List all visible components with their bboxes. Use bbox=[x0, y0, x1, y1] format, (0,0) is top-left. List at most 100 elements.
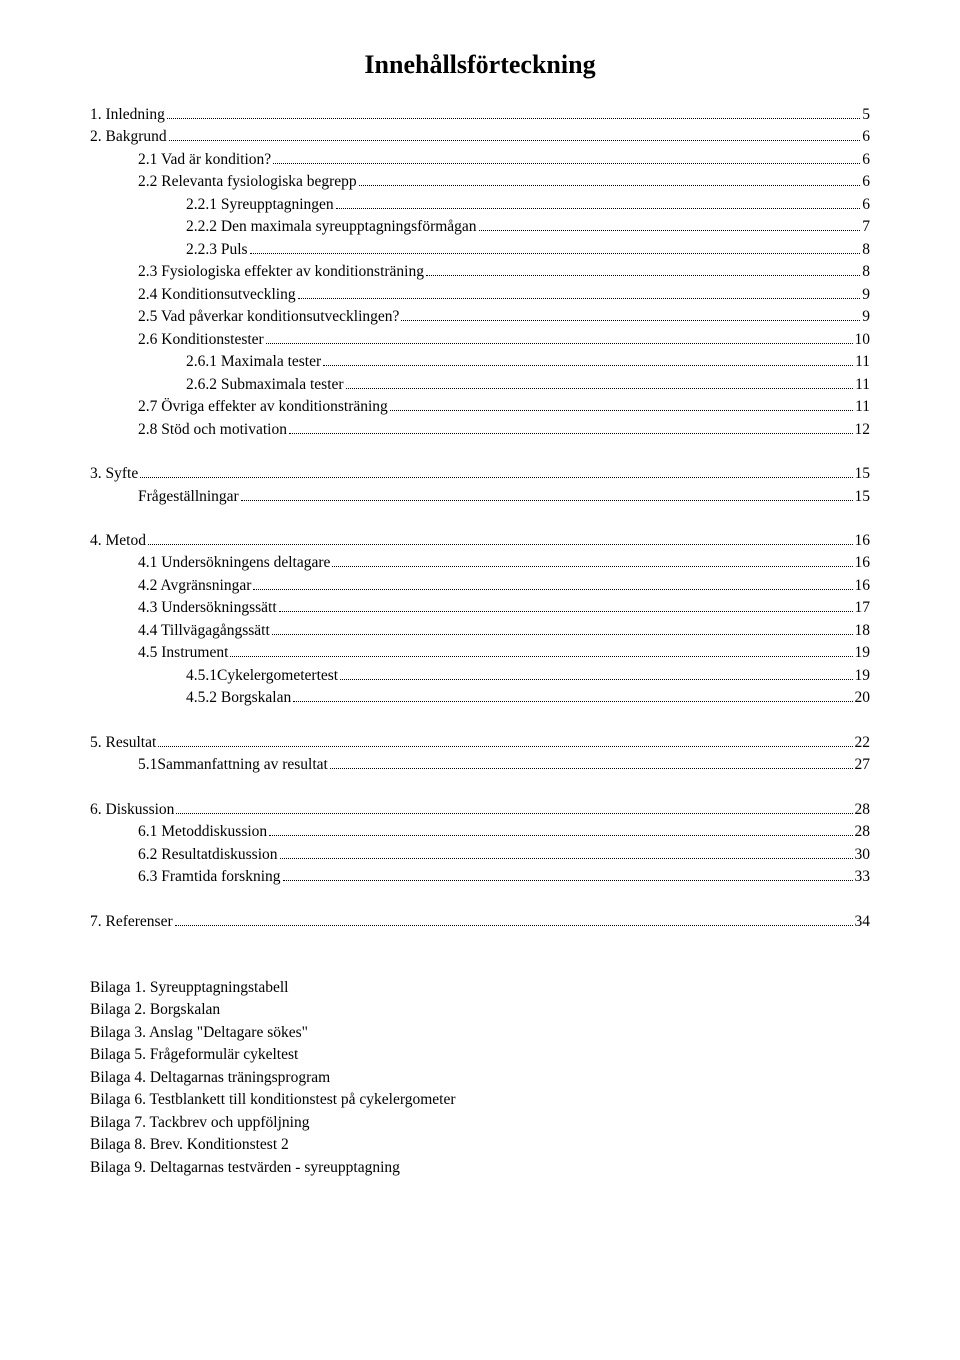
toc-entry: 5.1Sammanfattning av resultat27 bbox=[90, 754, 870, 776]
toc-entry-page: 7 bbox=[862, 216, 870, 238]
toc-block-4: 4. Metod164.1 Undersökningens deltagare1… bbox=[90, 530, 870, 710]
toc-leader-dots bbox=[336, 208, 861, 209]
toc-entry-page: 20 bbox=[855, 687, 871, 709]
toc-entry-label: 5.1Sammanfattning av resultat bbox=[138, 754, 328, 776]
toc-leader-dots bbox=[332, 566, 852, 567]
toc-entry-label: 2.2.3 Puls bbox=[186, 239, 248, 261]
toc-leader-dots bbox=[273, 163, 860, 164]
toc-entry: 5. Resultat 22 bbox=[90, 732, 870, 754]
toc-entry-page: 9 bbox=[862, 284, 870, 306]
toc-entry-label: 4.3 Undersökningssätt bbox=[138, 597, 277, 619]
toc-entry: 2.7 Övriga effekter av konditionsträning… bbox=[90, 396, 870, 418]
toc-leader-dots bbox=[272, 634, 853, 635]
toc-entry-label: 2.5 Vad påverkar konditionsutvecklingen? bbox=[138, 306, 399, 328]
toc-entry-label: 2. Bakgrund bbox=[90, 126, 167, 148]
toc-entry-page: 15 bbox=[855, 463, 871, 485]
toc-entry: 6.1 Metoddiskussion 28 bbox=[90, 821, 870, 843]
toc-leader-dots bbox=[401, 320, 860, 321]
toc-entry-label: 5. Resultat bbox=[90, 732, 156, 754]
toc-entry-page: 6 bbox=[862, 149, 870, 171]
toc-entry: Frågeställningar 15 bbox=[90, 486, 870, 508]
toc-leader-dots bbox=[390, 410, 853, 411]
toc-entry: 2. Bakgrund6 bbox=[90, 126, 870, 148]
toc-entry-page: 10 bbox=[855, 329, 871, 351]
toc-entry-label: 2.6 Konditionstester bbox=[138, 329, 264, 351]
toc-entry-page: 9 bbox=[862, 306, 870, 328]
toc-entry: 4.5 Instrument19 bbox=[90, 642, 870, 664]
toc-leader-dots bbox=[330, 768, 853, 769]
toc-entry-label: 3. Syfte bbox=[90, 463, 138, 485]
toc-entry-label: 2.2 Relevanta fysiologiska begrepp bbox=[138, 171, 357, 193]
toc-entry: 2.6 Konditionstester 10 bbox=[90, 329, 870, 351]
toc-leader-dots bbox=[279, 611, 853, 612]
toc-entry: 2.2.1 Syreupptagningen 6 bbox=[90, 194, 870, 216]
toc-entry-label: Frågeställningar bbox=[138, 486, 239, 508]
toc-leader-dots bbox=[230, 656, 852, 657]
toc-entry: 2.2.2 Den maximala syreupptagningsförmåg… bbox=[90, 216, 870, 238]
toc-entry-label: 2.7 Övriga effekter av konditionsträning bbox=[138, 396, 388, 418]
toc-entry-page: 18 bbox=[855, 620, 871, 642]
appendix-line: Bilaga 1. Syreupptagningstabell bbox=[90, 977, 870, 999]
toc-entry: 2.2.3 Puls 8 bbox=[90, 239, 870, 261]
toc-entry-page: 6 bbox=[862, 171, 870, 193]
toc-entry-label: 1. Inledning bbox=[90, 104, 165, 126]
toc-entry: 2.4 Konditionsutveckling9 bbox=[90, 284, 870, 306]
toc-entry-label: 4. Metod bbox=[90, 530, 146, 552]
toc-entry: 1. Inledning5 bbox=[90, 104, 870, 126]
toc-entry: 4.3 Undersökningssätt17 bbox=[90, 597, 870, 619]
appendix-line: Bilaga 7. Tackbrev och uppföljning bbox=[90, 1112, 870, 1134]
toc-entry-label: 6.2 Resultatdiskussion bbox=[138, 844, 278, 866]
toc-entry-label: 2.2.1 Syreupptagningen bbox=[186, 194, 334, 216]
toc-entry-page: 11 bbox=[855, 374, 870, 396]
toc-block-1: 1. Inledning52. Bakgrund62.1 Vad är kond… bbox=[90, 104, 870, 441]
toc-leader-dots bbox=[293, 701, 852, 702]
toc-entry-label: 6.1 Metoddiskussion bbox=[138, 821, 267, 843]
toc-entry: 4.5.2 Borgskalan 20 bbox=[90, 687, 870, 709]
toc-entry: 6.2 Resultatdiskussion 30 bbox=[90, 844, 870, 866]
toc-leader-dots bbox=[346, 388, 854, 389]
toc-leader-dots bbox=[158, 746, 852, 747]
toc-entry-label: 4.1 Undersökningens deltagare bbox=[138, 552, 330, 574]
toc-entry-page: 28 bbox=[855, 821, 871, 843]
toc-leader-dots bbox=[241, 500, 853, 501]
toc-leader-dots bbox=[426, 275, 860, 276]
toc-entry: 4.5.1Cykelergometertest19 bbox=[90, 665, 870, 687]
appendix-line: Bilaga 9. Deltagarnas testvärden - syreu… bbox=[90, 1157, 870, 1179]
toc-entry-page: 15 bbox=[855, 486, 871, 508]
toc-entry-page: 22 bbox=[855, 732, 871, 754]
toc-entry-label: 4.5.2 Borgskalan bbox=[186, 687, 291, 709]
toc-entry-page: 11 bbox=[855, 351, 870, 373]
toc-entry-label: 4.2 Avgränsningar bbox=[138, 575, 251, 597]
toc-entry: 3. Syfte 15 bbox=[90, 463, 870, 485]
toc-leader-dots bbox=[280, 858, 853, 859]
toc-leader-dots bbox=[359, 185, 861, 186]
page-title: Innehållsförteckning bbox=[90, 50, 870, 80]
toc-entry-page: 19 bbox=[855, 642, 871, 664]
toc-entry-label: 2.3 Fysiologiska effekter av konditionst… bbox=[138, 261, 424, 283]
toc-leader-dots bbox=[253, 589, 852, 590]
toc-leader-dots bbox=[266, 343, 853, 344]
toc-leader-dots bbox=[283, 880, 853, 881]
appendix-line: Bilaga 4. Deltagarnas träningsprogram bbox=[90, 1067, 870, 1089]
toc-block-3: 3. Syfte 15 Frågeställningar 15 bbox=[90, 463, 870, 508]
toc-leader-dots bbox=[298, 298, 861, 299]
toc-entry: 2.5 Vad påverkar konditionsutvecklingen?… bbox=[90, 306, 870, 328]
toc-entry: 2.2 Relevanta fysiologiska begrepp 6 bbox=[90, 171, 870, 193]
toc-block-6: 6. Diskussion286.1 Metoddiskussion286.2 … bbox=[90, 799, 870, 889]
toc-entry-label: 2.8 Stöd och motivation bbox=[138, 419, 287, 441]
appendix-line: Bilaga 6. Testblankett till konditionste… bbox=[90, 1089, 870, 1111]
toc-leader-dots bbox=[167, 118, 860, 119]
toc-entry-page: 30 bbox=[855, 844, 871, 866]
toc-leader-dots bbox=[176, 813, 852, 814]
toc-entry-label: 2.6.1 Maximala tester bbox=[186, 351, 321, 373]
toc-entry-label: 6. Diskussion bbox=[90, 799, 174, 821]
toc-entry-page: 6 bbox=[862, 194, 870, 216]
toc-entry: 2.8 Stöd och motivation12 bbox=[90, 419, 870, 441]
toc-entry: 6. Diskussion28 bbox=[90, 799, 870, 821]
toc-entry-page: 19 bbox=[855, 665, 871, 687]
toc-entry: 2.1 Vad är kondition?6 bbox=[90, 149, 870, 171]
toc-entry-page: 8 bbox=[862, 261, 870, 283]
toc-entry: 4.2 Avgränsningar16 bbox=[90, 575, 870, 597]
toc-entry-page: 8 bbox=[862, 239, 870, 261]
toc-entry-label: 6.3 Framtida forskning bbox=[138, 866, 281, 888]
